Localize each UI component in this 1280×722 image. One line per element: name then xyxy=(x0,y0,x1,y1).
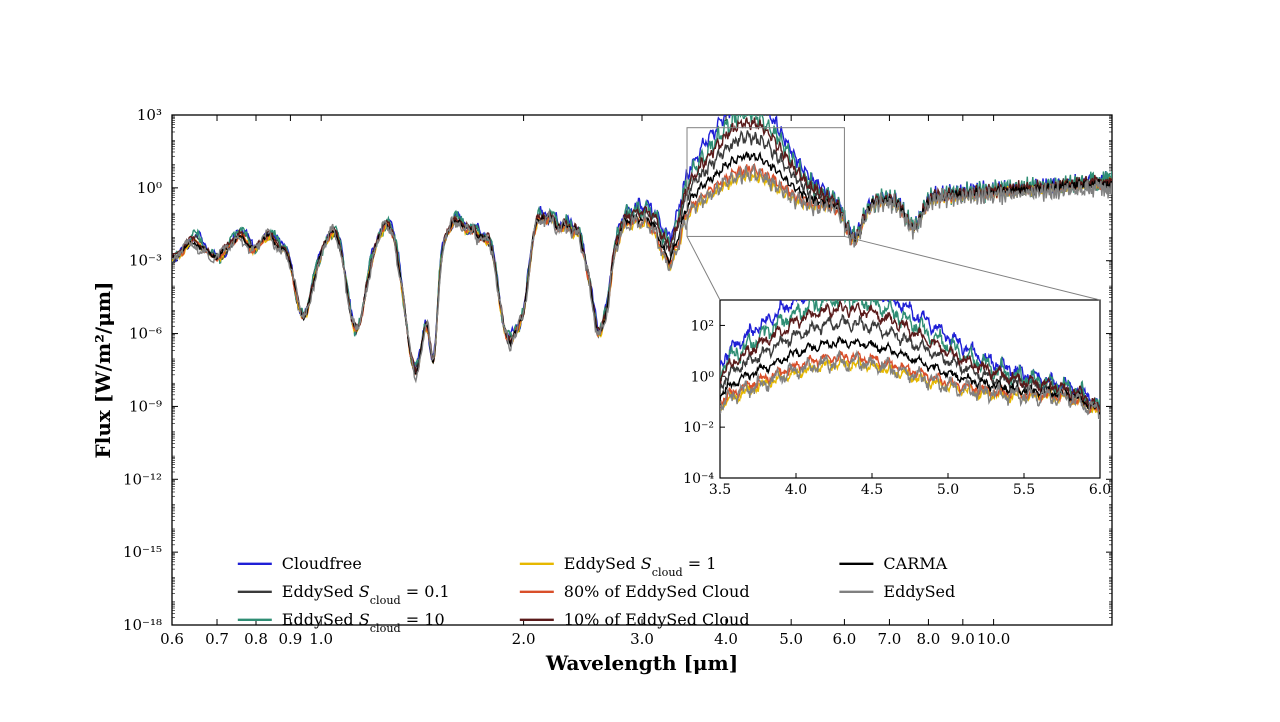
svg-text:Cloudfree: Cloudfree xyxy=(282,554,362,573)
svg-text:10⁻⁹: 10⁻⁹ xyxy=(129,397,162,415)
svg-text:4.0: 4.0 xyxy=(785,482,807,498)
svg-text:9.0: 9.0 xyxy=(951,630,975,648)
svg-text:7.0: 7.0 xyxy=(878,630,902,648)
svg-text:8.0: 8.0 xyxy=(916,630,940,648)
svg-text:10⁻¹⁵: 10⁻¹⁵ xyxy=(123,543,162,561)
svg-text:0.9: 0.9 xyxy=(278,630,302,648)
svg-text:10⁰: 10⁰ xyxy=(691,369,715,385)
svg-text:10.0: 10.0 xyxy=(977,630,1010,648)
flux-spectrum-chart: 0.60.70.80.91.02.03.04.05.06.07.08.09.01… xyxy=(0,0,1280,722)
svg-text:10⁻¹⁸: 10⁻¹⁸ xyxy=(123,616,162,634)
svg-text:0.6: 0.6 xyxy=(160,630,184,648)
svg-text:6.0: 6.0 xyxy=(832,630,856,648)
svg-text:10³: 10³ xyxy=(137,106,162,124)
svg-text:6.0: 6.0 xyxy=(1089,482,1111,498)
svg-text:10⁻³: 10⁻³ xyxy=(129,252,162,270)
svg-text:0.8: 0.8 xyxy=(244,630,268,648)
svg-text:10⁰: 10⁰ xyxy=(137,179,162,197)
svg-text:10⁻²: 10⁻² xyxy=(683,420,714,436)
svg-text:10% of EddySed Cloud: 10% of EddySed Cloud xyxy=(564,610,750,629)
svg-text:4.5: 4.5 xyxy=(861,482,883,498)
svg-text:3.0: 3.0 xyxy=(630,630,654,648)
svg-text:2.0: 2.0 xyxy=(512,630,536,648)
svg-text:10⁻⁴: 10⁻⁴ xyxy=(683,471,714,487)
svg-text:80% of EddySed Cloud: 80% of EddySed Cloud xyxy=(564,582,750,601)
svg-text:4.0: 4.0 xyxy=(714,630,738,648)
svg-text:10⁻⁶: 10⁻⁶ xyxy=(129,325,162,343)
svg-text:EddySed: EddySed xyxy=(883,582,955,601)
svg-text:10²: 10² xyxy=(691,318,714,334)
svg-text:10⁻¹²: 10⁻¹² xyxy=(123,470,162,488)
svg-text:CARMA: CARMA xyxy=(883,554,947,573)
svg-text:5.0: 5.0 xyxy=(937,482,959,498)
ylabel: Flux [W/m²/μm] xyxy=(91,282,115,459)
svg-text:0.7: 0.7 xyxy=(205,630,229,648)
svg-text:5.5: 5.5 xyxy=(1013,482,1035,498)
svg-text:1.0: 1.0 xyxy=(309,630,333,648)
xlabel: Wavelength [μm] xyxy=(545,651,738,675)
svg-text:5.0: 5.0 xyxy=(779,630,803,648)
